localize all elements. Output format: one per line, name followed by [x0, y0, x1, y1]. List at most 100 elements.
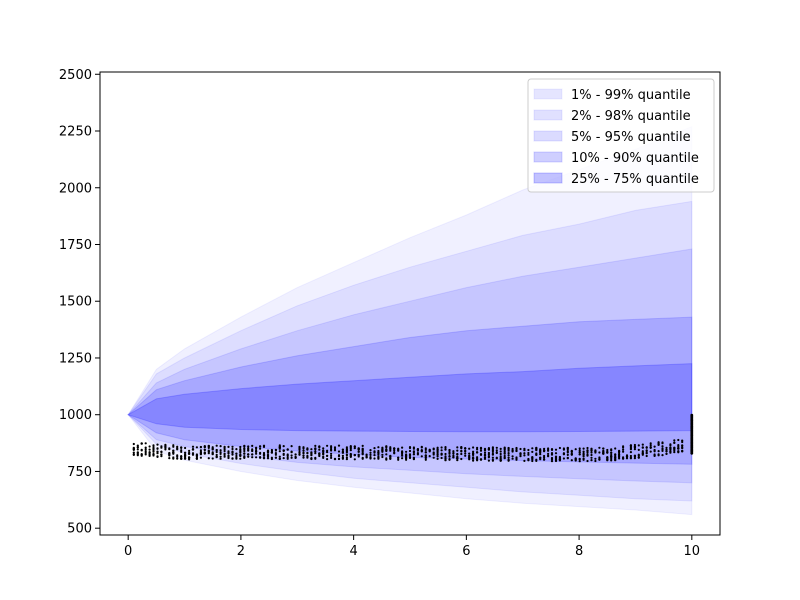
sim-point [645, 446, 648, 449]
sim-point [622, 456, 625, 459]
sim-point [444, 448, 447, 451]
sim-point [586, 454, 589, 457]
legend-swatch [533, 151, 563, 163]
y-tick-label: 500 [67, 522, 92, 537]
sim-point [412, 453, 415, 456]
sim-point [491, 450, 494, 453]
sim-point [136, 446, 139, 449]
sim-point [219, 457, 222, 460]
sim-point [345, 447, 348, 450]
y-tick-label: 1250 [59, 351, 92, 366]
sim-point [527, 453, 530, 456]
sim-point [381, 450, 384, 453]
sim-point [633, 448, 637, 451]
sim-point [633, 443, 637, 447]
sim-point [361, 444, 364, 447]
sim-point [330, 454, 333, 457]
sim-point [369, 456, 372, 459]
sim-point [594, 450, 597, 453]
sim-point [251, 449, 254, 452]
sim-point [661, 445, 664, 448]
sim-point [176, 457, 179, 460]
sim-point [381, 453, 384, 456]
sim-point [539, 449, 542, 452]
sim-point [310, 448, 313, 451]
sim-point [349, 447, 352, 450]
sim-point [558, 455, 562, 459]
sim-point [558, 446, 562, 450]
sim-point [278, 450, 281, 453]
sim-point [172, 444, 175, 447]
sim-point [590, 456, 593, 459]
sim-point [408, 446, 412, 450]
sim-point [357, 454, 360, 457]
sim-point [160, 446, 163, 449]
sim-point [337, 450, 341, 453]
sim-point [243, 448, 246, 451]
sim-point [357, 448, 360, 451]
sim-point [266, 450, 270, 453]
sim-point [215, 448, 218, 452]
sim-point [377, 456, 380, 459]
sim-point [239, 453, 242, 456]
sim-point [184, 451, 187, 454]
sim-point [622, 445, 625, 448]
sim-point [673, 451, 676, 454]
sim-point [452, 454, 455, 457]
sim-point [464, 454, 467, 457]
sim-point [302, 454, 305, 457]
sim-point [424, 455, 427, 458]
sim-point [188, 449, 191, 452]
sim-point [586, 449, 589, 452]
sim-point [468, 447, 471, 450]
sim-point [570, 449, 573, 452]
sim-point [641, 451, 644, 454]
sim-point [341, 457, 344, 460]
sim-point [531, 450, 534, 453]
sim-point [661, 447, 664, 450]
sim-point [444, 455, 447, 458]
sim-point [523, 449, 526, 452]
legend-label: 5% - 95% quantile [571, 130, 691, 145]
y-tick-label: 750 [67, 465, 92, 480]
sim-point [290, 454, 293, 457]
sim-point [432, 451, 435, 454]
sim-point [227, 454, 230, 457]
sim-point [491, 458, 494, 461]
sim-point [649, 446, 652, 449]
sim-point [472, 459, 475, 462]
sim-point [483, 453, 487, 457]
sim-point [345, 458, 348, 461]
sim-point [235, 456, 238, 459]
sim-point [274, 448, 277, 451]
sim-point [582, 450, 585, 453]
sim-point [132, 446, 135, 449]
sim-point [491, 456, 494, 459]
sim-point [377, 455, 380, 458]
sim-point [262, 457, 266, 460]
sim-point [156, 450, 159, 453]
sim-point [231, 450, 234, 453]
x-tick-label: 6 [462, 544, 470, 559]
sim-point [562, 457, 566, 460]
sim-point [598, 456, 601, 459]
sim-point [330, 456, 333, 459]
sim-point [262, 444, 266, 447]
sim-point [405, 455, 408, 458]
sim-point [440, 446, 443, 449]
sim-point [649, 444, 652, 447]
sim-point [156, 455, 159, 458]
sim-point [353, 445, 356, 448]
sim-point [468, 456, 471, 460]
y-tick-label: 1000 [59, 408, 92, 423]
sim-point [223, 446, 226, 449]
sim-point [298, 445, 301, 448]
sim-point [231, 457, 234, 460]
sim-point [523, 459, 526, 462]
sim-point [353, 454, 356, 457]
sim-point [191, 448, 195, 451]
sim-point [483, 451, 487, 454]
sim-point [231, 453, 234, 456]
sim-point [677, 444, 680, 447]
sim-point [633, 446, 637, 449]
